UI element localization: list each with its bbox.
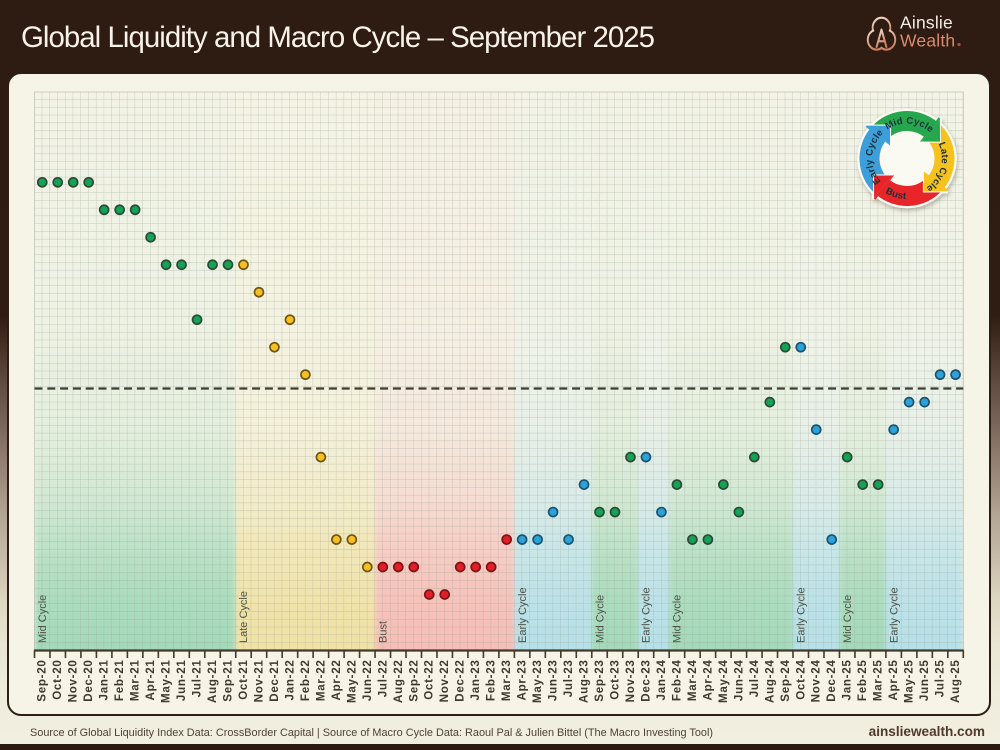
svg-text:Jul-22: Jul-22	[376, 660, 389, 698]
svg-text:Early Cycle: Early Cycle	[796, 587, 808, 643]
svg-text:Nov-24: Nov-24	[810, 660, 823, 703]
svg-text:Dec-24: Dec-24	[825, 660, 838, 702]
svg-text:Sep-23: Sep-23	[593, 660, 606, 702]
svg-text:Aug-22: Aug-22	[392, 660, 405, 704]
svg-text:Mar-25: Mar-25	[872, 660, 885, 702]
svg-text:Aug-23: Aug-23	[578, 660, 591, 704]
svg-text:Apr-21: Apr-21	[144, 660, 157, 701]
svg-text:Feb-23: Feb-23	[485, 660, 498, 702]
svg-text:Apr-24: Apr-24	[701, 660, 714, 701]
svg-text:Sep-22: Sep-22	[407, 660, 420, 702]
svg-text:May-21: May-21	[160, 660, 173, 704]
svg-text:Mid Cycle: Mid Cycle	[37, 595, 49, 643]
svg-text:Jun-24: Jun-24	[732, 660, 745, 702]
svg-text:Bust: Bust	[378, 621, 390, 643]
svg-text:Oct-21: Oct-21	[237, 660, 250, 700]
svg-text:Nov-23: Nov-23	[624, 660, 637, 703]
svg-text:Jun-21: Jun-21	[175, 660, 188, 702]
svg-text:Mar-21: Mar-21	[129, 660, 142, 702]
svg-text:Mar-23: Mar-23	[500, 660, 513, 702]
svg-text:Feb-25: Feb-25	[856, 660, 869, 702]
svg-text:Jul-21: Jul-21	[191, 660, 204, 698]
svg-text:Jun-23: Jun-23	[547, 660, 560, 702]
svg-text:Apr-25: Apr-25	[887, 660, 900, 701]
svg-text:Dec-23: Dec-23	[639, 660, 652, 702]
svg-text:Ainslie: Ainslie	[900, 13, 953, 33]
svg-text:Dec-21: Dec-21	[268, 660, 281, 702]
svg-text:Wealth: Wealth	[900, 31, 955, 51]
svg-text:Jan-21: Jan-21	[98, 660, 111, 701]
svg-text:Jan-23: Jan-23	[469, 660, 482, 701]
svg-text:Early Cycle: Early Cycle	[641, 587, 653, 643]
svg-text:Jan-24: Jan-24	[655, 660, 668, 701]
svg-text:Sep-21: Sep-21	[222, 660, 235, 702]
svg-text:Aug-25: Aug-25	[949, 660, 962, 704]
svg-text:Jul-23: Jul-23	[562, 660, 575, 698]
svg-text:Feb-22: Feb-22	[299, 660, 312, 702]
svg-text:Jun-22: Jun-22	[361, 660, 374, 702]
svg-text:Apr-23: Apr-23	[516, 660, 529, 701]
svg-text:Mid Cycle: Mid Cycle	[842, 595, 854, 643]
svg-text:May-24: May-24	[717, 660, 730, 704]
svg-text:Apr-22: Apr-22	[330, 660, 343, 701]
svg-text:Dec-22: Dec-22	[454, 660, 467, 702]
svg-text:Mid Cycle: Mid Cycle	[594, 595, 606, 643]
svg-text:Jun-25: Jun-25	[918, 660, 931, 702]
svg-text:Early Cycle: Early Cycle	[517, 587, 529, 643]
svg-text:Sep-24: Sep-24	[779, 660, 792, 702]
svg-text:Oct-23: Oct-23	[609, 660, 622, 700]
svg-text:Mid Cycle: Mid Cycle	[672, 595, 684, 643]
svg-text:Jan-25: Jan-25	[841, 660, 854, 701]
svg-text:May-23: May-23	[531, 660, 544, 704]
svg-text:Oct-24: Oct-24	[794, 660, 807, 700]
svg-text:Aug-21: Aug-21	[206, 660, 219, 704]
svg-text:May-25: May-25	[903, 660, 916, 704]
svg-text:Feb-24: Feb-24	[670, 660, 683, 702]
svg-text:Oct-22: Oct-22	[423, 660, 436, 700]
svg-text:Feb-21: Feb-21	[113, 660, 126, 702]
svg-text:Early Cycle: Early Cycle	[888, 587, 900, 643]
svg-text:Nov-21: Nov-21	[252, 660, 265, 703]
svg-text:Jul-24: Jul-24	[748, 660, 761, 698]
svg-text:Late Cycle: Late Cycle	[238, 591, 250, 643]
svg-text:Mar-22: Mar-22	[314, 660, 327, 702]
svg-text:Nov-22: Nov-22	[438, 660, 451, 703]
svg-text:Aug-24: Aug-24	[763, 660, 776, 704]
svg-text:Dec-20: Dec-20	[82, 660, 95, 702]
svg-text:Jul-25: Jul-25	[934, 660, 947, 698]
svg-text:Mar-24: Mar-24	[686, 660, 699, 702]
svg-text:Oct-20: Oct-20	[51, 660, 64, 700]
svg-text:Jan-22: Jan-22	[283, 660, 296, 701]
svg-text:May-22: May-22	[345, 660, 358, 704]
svg-text:Nov-20: Nov-20	[67, 660, 80, 703]
svg-text:Sep-20: Sep-20	[36, 660, 49, 702]
